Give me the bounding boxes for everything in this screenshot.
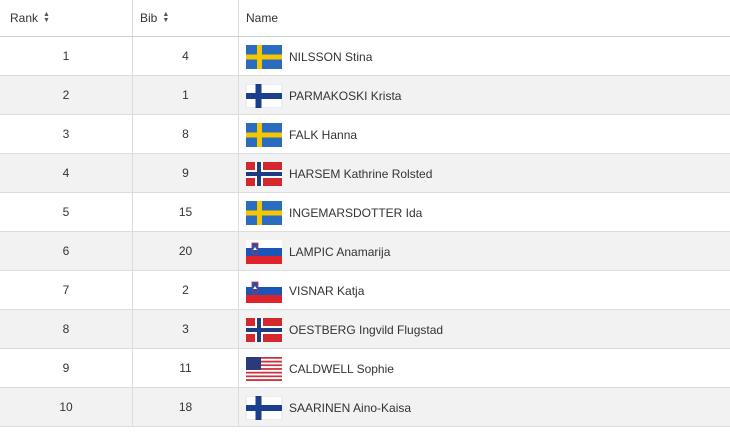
bib-value: 2 xyxy=(182,283,189,297)
rank-cell: 10 xyxy=(0,388,133,426)
athlete-name[interactable]: FALK Hanna xyxy=(289,128,358,142)
bib-cell: 9 xyxy=(133,154,239,192)
table-row[interactable]: 4 9 HARSEM Kathrine Rolsted xyxy=(0,154,730,193)
athlete-name[interactable]: INGEMARSDOTTER Ida xyxy=(289,206,423,220)
rank-header[interactable]: Rank ▲ ▼ xyxy=(0,0,133,36)
table-row[interactable]: 9 11 CALDWELL Sophie xyxy=(0,349,730,388)
sort-icon[interactable]: ▲ ▼ xyxy=(162,11,170,24)
bib-cell: 1 xyxy=(133,76,239,114)
name-cell: NILSSON Stina xyxy=(239,37,730,75)
flag-icon xyxy=(246,201,289,225)
rank-value: 4 xyxy=(62,166,70,180)
sort-icon[interactable]: ▲ ▼ xyxy=(43,11,50,24)
name-header: Name xyxy=(239,0,730,36)
bib-header[interactable]: Bib ▲ ▼ xyxy=(133,0,239,36)
name-cell: FALK Hanna xyxy=(239,115,730,153)
bib-value: 1 xyxy=(182,88,189,102)
flag-icon xyxy=(246,162,289,186)
table-row[interactable]: 5 15 INGEMARSDOTTER Ida xyxy=(0,193,730,232)
table-row[interactable]: 10 18 SAARINEN Aino-Kaisa xyxy=(0,388,730,427)
table-row[interactable]: 3 8 FALK Hanna xyxy=(0,115,730,154)
athlete-name[interactable]: PARMAKOSKI Krista xyxy=(289,89,402,103)
flag-icon xyxy=(246,84,289,108)
table-row[interactable]: 1 4 NILSSON Stina xyxy=(0,37,730,76)
table-row[interactable]: 6 20 LAMPIC Anamarija xyxy=(0,232,730,271)
name-cell: SAARINEN Aino-Kaisa xyxy=(239,388,730,426)
rank-value: 8 xyxy=(62,322,70,336)
rank-value: 3 xyxy=(62,127,70,141)
rank-cell: 9 xyxy=(0,349,133,387)
bib-cell: 2 xyxy=(133,271,239,309)
bib-value: 4 xyxy=(182,49,189,63)
table-row[interactable]: 2 1 PARMAKOSKI Krista xyxy=(0,76,730,115)
bib-cell: 3 xyxy=(133,310,239,348)
bib-cell: 11 xyxy=(133,349,239,387)
name-cell: VISNAR Katja xyxy=(239,271,730,309)
rank-cell: 7 xyxy=(0,271,133,309)
rank-cell: 4 xyxy=(0,154,133,192)
rank-header-label: Rank xyxy=(10,11,39,25)
bib-value: 18 xyxy=(178,400,193,414)
table-row[interactable]: 8 3 OESTBERG Ingvild Flugstad xyxy=(0,310,730,349)
bib-cell: 15 xyxy=(133,193,239,231)
bib-cell: 8 xyxy=(133,115,239,153)
rank-cell: 1 xyxy=(0,37,133,75)
flag-icon xyxy=(246,123,289,147)
table-row[interactable]: 7 2 VISNAR Katja xyxy=(0,271,730,310)
rank-value: 5 xyxy=(62,205,70,219)
bib-value: 9 xyxy=(182,166,189,180)
rank-value: 6 xyxy=(62,244,70,258)
rank-cell: 3 xyxy=(0,115,133,153)
flag-icon xyxy=(246,279,289,303)
bib-value: 20 xyxy=(178,244,193,258)
athlete-name[interactable]: HARSEM Kathrine Rolsted xyxy=(289,167,433,181)
name-cell: HARSEM Kathrine Rolsted xyxy=(239,154,730,192)
athlete-name[interactable]: CALDWELL Sophie xyxy=(289,362,394,376)
athlete-name[interactable]: OESTBERG Ingvild Flugstad xyxy=(289,323,444,337)
bib-value: 3 xyxy=(182,322,189,336)
rank-cell: 2 xyxy=(0,76,133,114)
name-header-label: Name xyxy=(246,11,279,25)
name-cell: OESTBERG Ingvild Flugstad xyxy=(239,310,730,348)
name-cell: INGEMARSDOTTER Ida xyxy=(239,193,730,231)
flag-icon xyxy=(246,357,289,381)
name-cell: PARMAKOSKI Krista xyxy=(239,76,730,114)
rank-cell: 8 xyxy=(0,310,133,348)
bib-cell: 18 xyxy=(133,388,239,426)
bib-cell: 20 xyxy=(133,232,239,270)
name-cell: CALDWELL Sophie xyxy=(239,349,730,387)
rank-value: 2 xyxy=(62,88,70,102)
bib-cell: 4 xyxy=(133,37,239,75)
table-header: Rank ▲ ▼ Bib ▲ ▼ Name xyxy=(0,0,730,37)
athlete-name[interactable]: VISNAR Katja xyxy=(289,284,365,298)
bib-value: 11 xyxy=(179,361,192,375)
rank-value: 7 xyxy=(62,283,70,297)
bib-value: 15 xyxy=(178,205,193,219)
flag-icon xyxy=(246,318,289,342)
rank-value: 10 xyxy=(59,400,73,414)
bib-value: 8 xyxy=(182,127,189,141)
flag-icon xyxy=(246,396,289,420)
athlete-name[interactable]: NILSSON Stina xyxy=(289,50,373,64)
bib-header-label: Bib xyxy=(140,11,158,25)
rank-value: 9 xyxy=(62,361,70,375)
rank-cell: 6 xyxy=(0,232,133,270)
rank-value: 1 xyxy=(62,49,70,63)
flag-icon xyxy=(246,240,289,264)
athlete-name[interactable]: LAMPIC Anamarija xyxy=(289,245,391,259)
rank-cell: 5 xyxy=(0,193,133,231)
athlete-name[interactable]: SAARINEN Aino-Kaisa xyxy=(289,401,412,415)
flag-icon xyxy=(246,45,289,69)
name-cell: LAMPIC Anamarija xyxy=(239,232,730,270)
